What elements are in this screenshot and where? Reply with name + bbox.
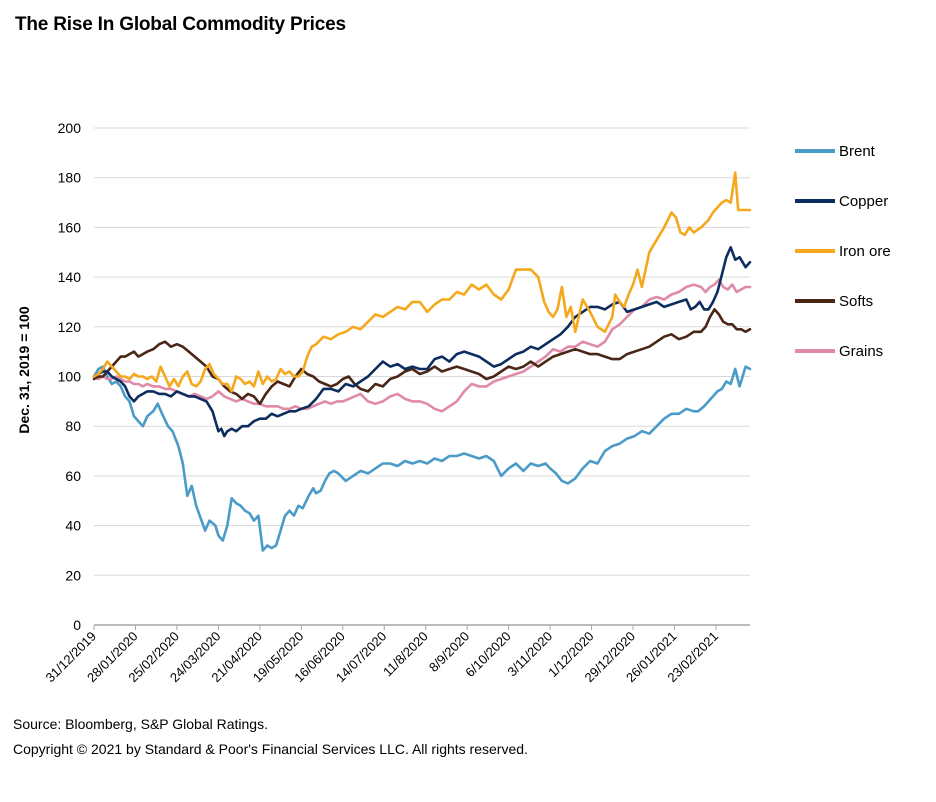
y-axis-ticks: 0 20 40 60 80 100 120 140 160 180 200 (58, 120, 82, 633)
legend-item-grains[interactable]: Grains (795, 340, 883, 362)
x-tick-label: 6/10/2020 (462, 629, 514, 681)
chart-title: The Rise In Global Commodity Prices (15, 14, 346, 35)
y-tick-label: 100 (58, 369, 82, 385)
x-axis: 31/12/201928/01/202025/02/202024/03/2020… (42, 624, 750, 685)
y-tick-label: 0 (73, 617, 81, 633)
legend-item-softs[interactable]: Softs (795, 290, 873, 312)
y-tick-label: 160 (58, 219, 82, 235)
legend-swatch-softs (795, 299, 835, 303)
legend-swatch-brent (795, 149, 835, 153)
legend-swatch-iron-ore (795, 249, 835, 253)
gridlines (94, 127, 750, 576)
y-tick-label: 40 (65, 518, 81, 534)
y-tick-label: 200 (58, 120, 82, 136)
y-tick-label: 120 (58, 319, 82, 335)
copyright-note: Copyright © 2021 by Standard & Poor's Fi… (13, 741, 528, 757)
legend-label: Iron ore (839, 242, 891, 260)
series-line-brent (92, 365, 752, 552)
source-note: Source: Bloomberg, S&P Global Ratings. (13, 716, 268, 732)
series-lines (92, 171, 752, 552)
legend-label: Brent (839, 142, 875, 160)
y-tick-label: 20 (65, 567, 81, 583)
legend-label: Softs (839, 292, 874, 310)
y-tick-label: 60 (65, 468, 81, 484)
y-tick-label: 180 (58, 170, 82, 186)
series-line-copper (92, 246, 752, 438)
legend-swatch-copper (795, 199, 835, 203)
legend-swatch-grains (795, 349, 835, 353)
y-tick-label: 80 (65, 418, 81, 434)
y-tick-label: 140 (58, 269, 82, 285)
series-line-softs (92, 308, 752, 406)
legend-item-iron-ore[interactable]: Iron ore (795, 240, 891, 262)
legend-label: Copper (839, 192, 889, 210)
series-line-iron-ore (92, 171, 752, 393)
legend-item-copper[interactable]: Copper (795, 190, 888, 212)
legend-item-brent[interactable]: Brent (795, 140, 875, 162)
legend-label: Grains (839, 342, 884, 360)
x-tick-label: 11/8/2020 (380, 629, 431, 680)
